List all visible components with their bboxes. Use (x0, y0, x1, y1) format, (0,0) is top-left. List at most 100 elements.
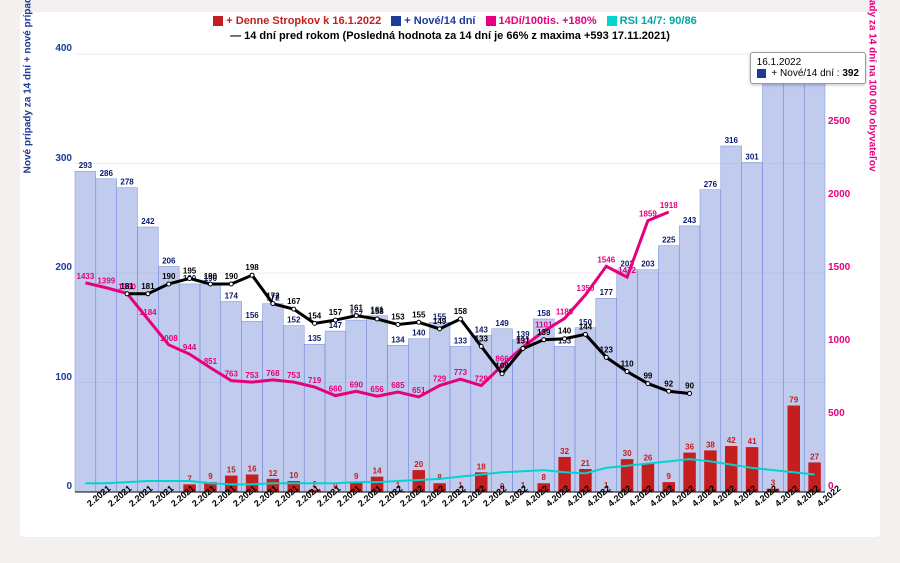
svg-text:719: 719 (308, 376, 322, 385)
tooltip-series: + Nové/14 dní : (771, 68, 839, 79)
svg-text:153: 153 (391, 312, 405, 321)
svg-text:140: 140 (412, 329, 426, 338)
y-axis-right: 05001000150020002500 (828, 54, 862, 492)
svg-text:38: 38 (706, 440, 715, 449)
svg-text:149: 149 (433, 317, 447, 326)
svg-text:242: 242 (141, 217, 155, 226)
svg-text:41: 41 (748, 437, 757, 446)
svg-text:10: 10 (289, 471, 298, 480)
svg-text:1546: 1546 (597, 255, 615, 264)
y-right-tick: 1000 (828, 335, 862, 346)
svg-text:32: 32 (560, 447, 569, 456)
legend-swatch (607, 16, 617, 26)
svg-text:243: 243 (683, 216, 697, 225)
svg-text:154: 154 (308, 311, 322, 320)
svg-text:1399: 1399 (97, 277, 115, 286)
y-left-tick: 400 (38, 43, 72, 54)
legend-label: + Nové/14 dní (404, 15, 475, 27)
svg-text:286: 286 (100, 169, 114, 178)
svg-text:143: 143 (475, 325, 489, 334)
svg-text:190: 190 (204, 272, 218, 281)
svg-text:773: 773 (454, 368, 468, 377)
svg-text:753: 753 (245, 371, 259, 380)
covid-chart: + Denne Stropkov k 16.1.2022 + Nové/14 dn… (20, 12, 880, 537)
y-right-tick: 2000 (828, 189, 862, 200)
svg-text:108: 108 (495, 362, 509, 371)
svg-text:139: 139 (537, 328, 551, 337)
svg-text:293: 293 (79, 161, 93, 170)
svg-text:15: 15 (227, 466, 236, 475)
tooltip-value: 392 (842, 68, 859, 79)
tooltip: 16.1.2022 + Nové/14 dní : 392 (750, 52, 866, 84)
svg-text:99: 99 (643, 372, 652, 381)
svg-text:16: 16 (248, 464, 257, 473)
svg-text:133: 133 (454, 336, 468, 345)
svg-text:1350: 1350 (577, 284, 595, 293)
svg-text:110: 110 (621, 360, 634, 369)
svg-text:155: 155 (412, 310, 426, 319)
svg-text:851: 851 (204, 357, 218, 366)
svg-text:195: 195 (183, 266, 197, 275)
svg-text:1918: 1918 (660, 201, 678, 210)
tooltip-date: 16.1.2022 (757, 57, 859, 68)
plot-area: 2932862782422061901901741561721521351471… (75, 54, 825, 492)
svg-text:1008: 1008 (160, 334, 178, 343)
x-axis: 2.20212.20212.20212.20212.20212.20212.20… (75, 495, 825, 535)
svg-text:174: 174 (225, 291, 239, 300)
svg-text:729: 729 (433, 375, 447, 384)
svg-text:301: 301 (745, 152, 759, 161)
svg-text:1472: 1472 (618, 266, 636, 275)
svg-text:651: 651 (412, 386, 426, 395)
svg-text:133: 133 (475, 334, 489, 343)
svg-text:92: 92 (664, 379, 673, 388)
svg-text:20: 20 (414, 460, 423, 469)
y-left-tick: 0 (38, 481, 72, 492)
svg-text:206: 206 (162, 256, 176, 265)
svg-text:26: 26 (643, 454, 652, 463)
svg-text:316: 316 (725, 136, 739, 145)
svg-text:161: 161 (350, 304, 364, 313)
svg-text:198: 198 (245, 263, 259, 272)
svg-text:1859: 1859 (639, 210, 657, 219)
chart-legend: + Denne Stropkov k 16.1.2022 + Nové/14 dn… (20, 14, 880, 45)
svg-text:1433: 1433 (77, 272, 95, 281)
svg-text:685: 685 (391, 381, 405, 390)
svg-text:140: 140 (558, 327, 572, 336)
svg-text:656: 656 (370, 385, 384, 394)
svg-text:203: 203 (641, 260, 655, 269)
svg-text:135: 135 (308, 334, 322, 343)
svg-text:660: 660 (329, 385, 343, 394)
svg-text:134: 134 (391, 335, 405, 344)
svg-text:157: 157 (329, 308, 343, 317)
legend-label: + Denne Stropkov k 16.1.2022 (226, 15, 381, 27)
svg-text:90: 90 (685, 381, 694, 390)
svg-text:30: 30 (623, 449, 632, 458)
svg-text:729: 729 (475, 375, 489, 384)
legend-swatch (213, 16, 223, 26)
svg-text:131: 131 (516, 337, 530, 346)
svg-text:9: 9 (208, 472, 213, 481)
svg-text:768: 768 (266, 369, 280, 378)
y-right-tick: 500 (828, 408, 862, 419)
svg-text:763: 763 (225, 370, 239, 379)
svg-text:12: 12 (268, 469, 277, 478)
svg-text:158: 158 (370, 307, 384, 316)
svg-text:167: 167 (287, 297, 301, 306)
legend-label: RSI 14/7: 90/86 (620, 15, 697, 27)
svg-text:18: 18 (477, 462, 486, 471)
svg-text:152: 152 (287, 316, 301, 325)
legend-swatch (391, 16, 401, 26)
svg-text:156: 156 (245, 311, 259, 320)
svg-text:944: 944 (183, 343, 197, 352)
legend-swatch (486, 16, 496, 26)
svg-text:1189: 1189 (556, 307, 574, 316)
svg-text:158: 158 (454, 307, 468, 316)
svg-text:753: 753 (287, 371, 301, 380)
svg-text:278: 278 (120, 178, 134, 187)
svg-text:190: 190 (162, 272, 176, 281)
y-axis-left: 0100200300400 (38, 54, 72, 492)
svg-text:276: 276 (704, 180, 718, 189)
svg-text:181: 181 (120, 282, 134, 291)
svg-text:181: 181 (141, 282, 155, 291)
svg-text:1184: 1184 (139, 308, 157, 317)
